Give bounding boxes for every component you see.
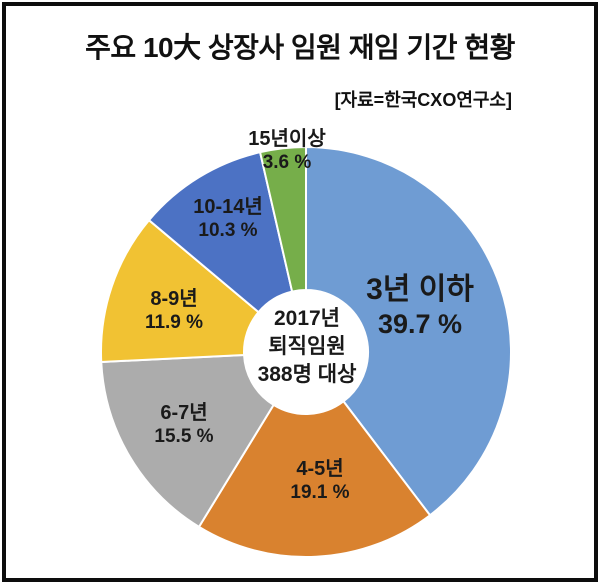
chart-title: 주요 10大 상장사 임원 재임 기간 현황 <box>85 32 515 63</box>
pie-slice-4 <box>100 219 260 363</box>
slice-name: 15년이상 <box>248 128 326 151</box>
center-line-2: 퇴직임원 <box>268 335 346 358</box>
slice-name: 6-7년 <box>160 402 208 425</box>
pie-slice-2 <box>197 400 432 558</box>
slice-label-2: 4-5년 19.1 % <box>290 457 349 505</box>
center-line-1: 2017년 <box>273 307 341 330</box>
slice-label-1: 3년 이하 39.7 % <box>366 272 474 340</box>
pie-slice-5 <box>147 151 294 314</box>
slice-name: 8-9년 <box>150 288 198 311</box>
slice-label-6: 15년이상 3.6 % <box>248 127 325 175</box>
slice-value: 15.5 % <box>154 426 214 448</box>
pie-slice-6 <box>259 146 307 293</box>
slice-value: 10.3 % <box>198 220 258 242</box>
slice-name: 4-5년 <box>296 458 344 481</box>
slice-name: 10-14년 <box>193 196 263 219</box>
donut-center-text: 2017년 퇴직임원 388명 대상 <box>258 305 357 389</box>
center-line-3: 388명 대상 <box>257 363 357 386</box>
chart-source-credit: [자료=한국CXO연구소] <box>334 90 512 110</box>
slice-label-4: 8-9년 11.9 % <box>145 287 203 335</box>
slice-value: 19.1 % <box>290 482 350 504</box>
slice-label-3: 6-7년 15.5 % <box>154 401 213 449</box>
slice-value: 39.7 % <box>377 308 463 339</box>
slice-value: 3.6 % <box>262 152 312 174</box>
slice-value: 11.9 % <box>144 312 204 334</box>
pie-slice-3 <box>100 354 275 528</box>
pie-slice-1 <box>305 146 512 517</box>
slice-label-5: 10-14년 10.3 % <box>193 195 263 243</box>
slice-name: 3년 이하 <box>366 272 474 306</box>
